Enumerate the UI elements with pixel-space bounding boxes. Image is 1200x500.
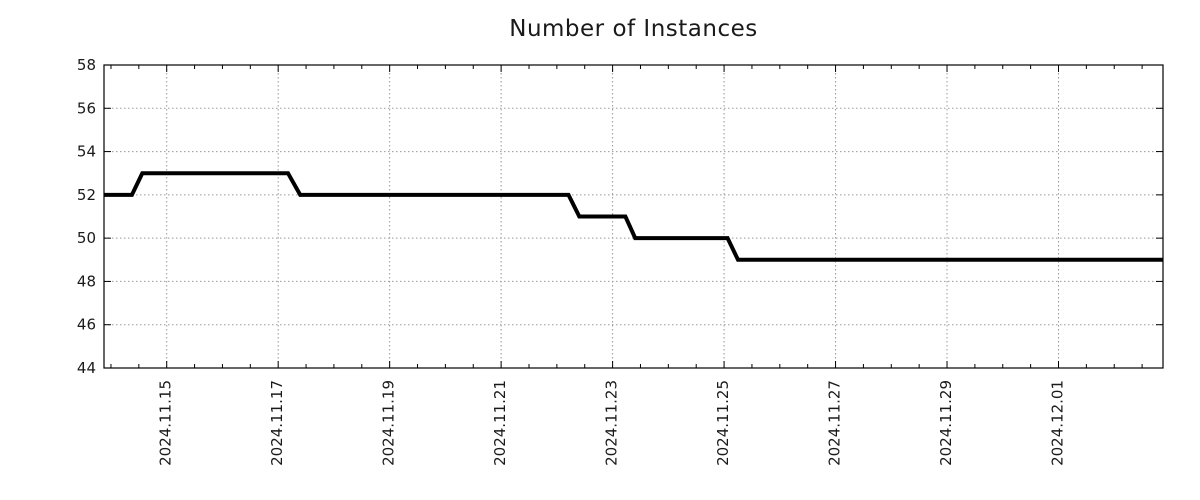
y-tick-label: 54 xyxy=(77,143,96,161)
x-tick-label: 2024.11.29 xyxy=(937,380,955,466)
x-tick-label: 2024.11.25 xyxy=(714,380,732,466)
y-tick-label: 58 xyxy=(77,56,96,74)
y-tick-label: 50 xyxy=(77,229,96,247)
x-tick-label: 2024.12.01 xyxy=(1048,380,1066,466)
x-tick-label: 2024.11.19 xyxy=(380,380,398,466)
y-tick-label: 48 xyxy=(77,272,96,290)
x-tick-label: 2024.11.21 xyxy=(491,380,509,466)
axis-ticks xyxy=(104,64,1163,369)
y-tick-labels: 44 46 48 50 52 54 56 58 xyxy=(77,56,96,377)
y-tick-label: 46 xyxy=(77,316,96,334)
x-tick-labels: 2024.11.15 2024.11.17 2024.11.19 2024.11.21… xyxy=(157,380,1067,466)
x-tick-label: 2024.11.15 xyxy=(157,380,175,466)
series-line-instances xyxy=(104,171,1163,262)
y-tick-label: 52 xyxy=(77,186,96,204)
x-tick-label: 2024.11.17 xyxy=(268,380,286,466)
x-tick-label: 2024.11.23 xyxy=(603,380,621,466)
y-tick-label: 44 xyxy=(77,359,96,377)
plot-border xyxy=(103,64,1164,369)
y-tick-label: 56 xyxy=(77,99,96,117)
x-tick-label: 2024.11.27 xyxy=(826,380,844,466)
grid-lines xyxy=(104,65,1163,368)
chart-title: Number of Instances xyxy=(509,16,758,42)
